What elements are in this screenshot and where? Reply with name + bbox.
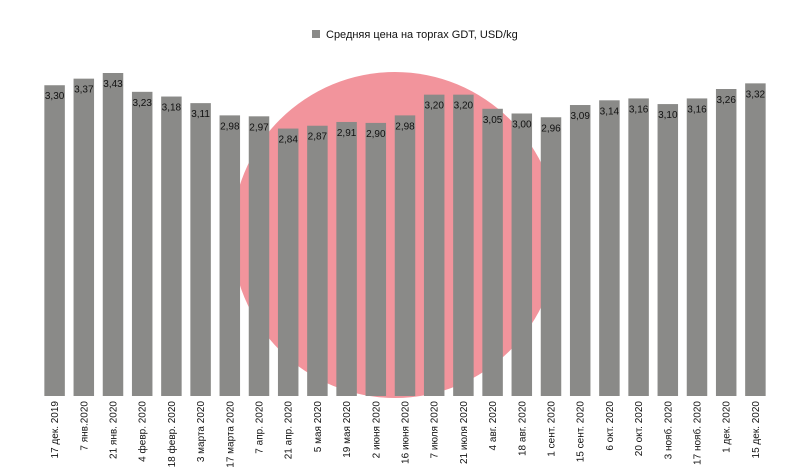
x-tick-3: 4 февр. 2020	[137, 401, 149, 462]
data-label-11: 2,90	[366, 129, 386, 140]
x-tick-23: 1 дек. 2020	[722, 401, 733, 453]
bar-4	[161, 96, 182, 396]
bar-15	[482, 108, 503, 396]
bar-10	[336, 121, 357, 396]
x-tick-18: 15 сент. 2020	[576, 401, 587, 463]
bar-19	[599, 100, 620, 396]
bar-0	[44, 85, 65, 397]
data-labels: 3,30 3,37 3,43 3,23 3,18 3,11 2,98 2,97 2,84 2,87…	[45, 79, 766, 146]
legend: Средняя цена на торгах GDT, USD/kg	[312, 29, 518, 41]
data-label-22: 3,16	[687, 104, 707, 115]
x-tick-2: 21 янв. 2020	[109, 401, 120, 459]
x-tick-22: 17 нояб. 2020	[692, 401, 704, 465]
legend-label: Средняя цена на торгах GDT, USD/kg	[326, 29, 518, 41]
bar-20	[628, 98, 649, 397]
data-label-14: 3,20	[454, 101, 474, 112]
x-tick-19: 6 окт. 2020	[605, 401, 616, 451]
x-tick-8: 21 апр. 2020	[284, 401, 295, 460]
x-tick-4: 18 февр. 2020	[166, 401, 178, 468]
data-label-0: 3,30	[45, 91, 65, 102]
data-label-18: 3,09	[570, 111, 590, 122]
x-tick-15: 4 авг. 2020	[488, 401, 499, 451]
bar-8	[277, 128, 299, 396]
bar-16	[511, 113, 533, 397]
bar-21	[657, 104, 679, 396]
x-tick-11: 2 июня 2020	[371, 401, 382, 459]
bar-12	[394, 115, 416, 396]
data-label-17: 2,96	[541, 123, 561, 134]
bar-23	[715, 89, 737, 396]
bar-6	[219, 115, 241, 396]
x-tick-12: 16 июня 2020	[401, 401, 412, 464]
x-tick-21: 3 нояб. 2020	[662, 401, 674, 460]
bar-11	[365, 122, 387, 396]
data-label-23: 3,26	[716, 95, 736, 106]
data-label-20: 3,16	[629, 104, 649, 115]
x-tick-24: 15 дек. 2020	[751, 401, 762, 459]
x-tick-17: 1 сент. 2020	[547, 401, 558, 457]
bar-2	[102, 73, 124, 396]
data-label-19: 3,14	[600, 106, 620, 117]
x-tick-16: 18 авг. 2020	[517, 401, 528, 456]
data-label-9: 2,87	[308, 132, 328, 143]
bars	[44, 73, 766, 397]
bar-5	[190, 103, 211, 396]
data-label-24: 3,32	[746, 89, 766, 100]
x-tick-1: 7 янв.2020	[79, 401, 90, 451]
x-tick-10: 19 мая 2020	[342, 401, 353, 458]
bar-1	[73, 78, 95, 397]
bar-18	[569, 105, 591, 397]
bar-14	[453, 94, 474, 396]
x-tick-14: 21 июля 2020	[459, 401, 470, 464]
data-label-4: 3,18	[162, 103, 182, 114]
x-tick-9: 5 мая 2020	[313, 401, 324, 453]
data-label-12: 2,98	[395, 121, 415, 132]
x-tick-0: 17 дек. 2019	[50, 401, 61, 459]
bar-9	[307, 125, 328, 396]
x-tick-5: 3 марта 2020	[196, 401, 207, 463]
x-axis-ticks: 17 дек. 2019 7 янв.2020 21 янв. 2020 4 февр…	[50, 401, 762, 468]
x-tick-7: 7 апр. 2020	[255, 401, 266, 454]
data-label-16: 3,00	[512, 119, 532, 130]
bar-3	[131, 91, 153, 396]
data-label-3: 3,23	[132, 98, 152, 109]
bar-7	[248, 116, 270, 396]
bar-13	[423, 94, 445, 396]
x-tick-13: 7 июля 2020	[430, 401, 441, 459]
data-label-7: 2,97	[249, 122, 269, 133]
x-tick-6: 17 марта 2020	[225, 401, 236, 468]
data-label-6: 2,98	[220, 121, 240, 132]
bar-17	[540, 117, 562, 396]
bar-22	[686, 98, 708, 397]
data-label-15: 3,05	[483, 115, 503, 126]
data-label-5: 3,11	[191, 109, 210, 120]
data-label-2: 3,43	[103, 79, 123, 90]
data-label-21: 3,10	[658, 110, 678, 121]
data-label-10: 2,91	[337, 128, 357, 139]
data-label-13: 3,20	[424, 101, 444, 112]
legend-swatch	[312, 30, 320, 38]
bar-24	[745, 83, 766, 397]
data-label-8: 2,84	[278, 135, 298, 146]
data-label-1: 3,37	[74, 85, 94, 96]
x-tick-20: 20 окт. 2020	[634, 401, 645, 457]
